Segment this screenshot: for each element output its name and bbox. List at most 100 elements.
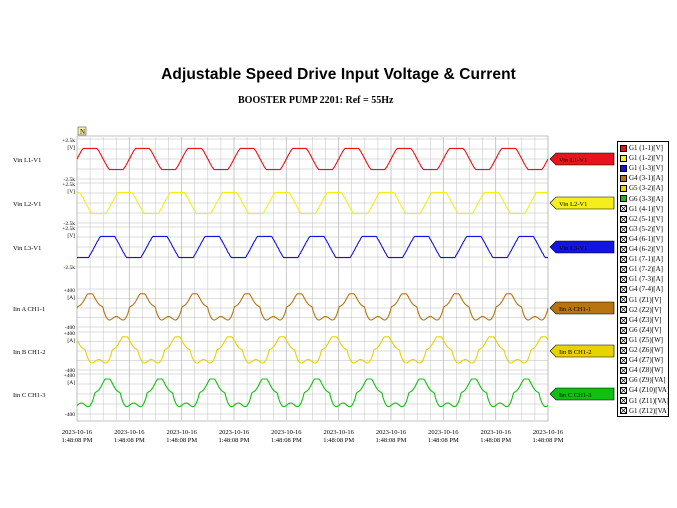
- series-line-3: [77, 235, 548, 259]
- x-tick-date: 2023-10-16: [166, 429, 197, 436]
- ymin-label: -2.5k: [64, 221, 76, 227]
- channel-label: Vin L1-V1: [13, 157, 41, 164]
- legend-swatch[interactable]: [620, 306, 627, 314]
- legend-swatch[interactable]: [620, 154, 627, 162]
- legend-item[interactable]: G2 (5-1)[V]: [619, 214, 669, 226]
- legend-label: G1 (Z5)[W]: [629, 335, 664, 344]
- legend-swatch[interactable]: [620, 296, 627, 304]
- legend-swatch[interactable]: [620, 356, 627, 364]
- ymin-label: -400: [65, 325, 75, 331]
- legend-swatch[interactable]: [620, 185, 627, 193]
- x-tick-date: 2023-10-16: [533, 429, 564, 436]
- channel-label: Vin L2-V1: [13, 201, 41, 208]
- legend-item[interactable]: G3 (5-2)[V]: [619, 224, 669, 236]
- legend-swatch[interactable]: [620, 367, 627, 375]
- legend-swatch[interactable]: [620, 276, 627, 284]
- legend-item[interactable]: G4 (Z7)[W]: [619, 355, 669, 367]
- legend-label: G1 (4-1)[V]: [629, 204, 664, 213]
- x-tick-date: 2023-10-16: [219, 429, 250, 436]
- legend-item[interactable]: G1 (Z11)[VA]: [619, 396, 669, 408]
- unit-label: [A]: [67, 380, 75, 386]
- x-tick-date: 2023-10-16: [114, 429, 145, 436]
- legend-swatch[interactable]: [620, 316, 627, 324]
- series-tag: [549, 344, 615, 358]
- legend-item[interactable]: G1 (4-1)[V]: [619, 204, 669, 216]
- legend-swatch[interactable]: [620, 326, 627, 334]
- legend-label: G2 (5-1)[V]: [629, 214, 664, 223]
- ymax-label: +400: [64, 288, 76, 294]
- legend-swatch[interactable]: [620, 336, 627, 344]
- legend-label: G6 (3-3)[A]: [629, 194, 664, 203]
- legend-item[interactable]: G6 (Z9)[VA]: [619, 375, 669, 387]
- legend-swatch[interactable]: [620, 175, 627, 183]
- series-tag-label: Vin L3-V1: [559, 245, 587, 252]
- x-tick-date: 2023-10-16: [62, 429, 93, 436]
- legend-item[interactable]: G4 (7-4)[A]: [619, 284, 669, 296]
- legend-label: G1 (1-1)[V]: [629, 144, 664, 152]
- cursor-marker: [77, 126, 87, 136]
- legend-label: G4 (Z7)[W]: [629, 356, 664, 365]
- legend-label: G6 (Z9)[VA]: [629, 376, 666, 385]
- legend-item[interactable]: G1 (1-1)[V]: [619, 143, 669, 155]
- legend-label: G4 (Z3)[V]: [629, 315, 662, 324]
- legend-item[interactable]: G4 (Z8)[W]: [619, 365, 669, 377]
- legend-item[interactable]: G4 (Z10)[VA]: [619, 385, 669, 397]
- legend-item[interactable]: G4 (3-1)[A]: [619, 173, 669, 185]
- ymax-label: +2.5k: [62, 138, 75, 144]
- legend-item[interactable]: G1 (Z5)[W]: [619, 335, 669, 347]
- legend-item[interactable]: G1 (1-2)[V]: [619, 153, 669, 165]
- legend-swatch[interactable]: [620, 215, 627, 223]
- x-tick-time: 1:48:08 PM: [271, 437, 302, 444]
- channel-label: Iin C CH1-3: [13, 392, 46, 399]
- legend-swatch[interactable]: [620, 387, 627, 395]
- legend-swatch[interactable]: [620, 205, 627, 213]
- legend-swatch[interactable]: [620, 245, 627, 253]
- chart-title: Adjustable Speed Drive Input Voltage & C…: [161, 66, 516, 83]
- legend-swatch[interactable]: [620, 377, 627, 385]
- ymax-label: +2.5k: [62, 226, 75, 232]
- legend-item[interactable]: G1 (7-3)[A]: [619, 274, 669, 286]
- legend-swatch[interactable]: [620, 165, 627, 173]
- series-tag-label: Vin L1-V1: [559, 157, 587, 164]
- legend-label: G4 (Z8)[W]: [629, 366, 664, 375]
- ymax-label: +400: [64, 373, 76, 379]
- legend-swatch[interactable]: [620, 346, 627, 354]
- legend-item[interactable]: G4 (6-2)[V]: [619, 244, 669, 256]
- series-tag: [549, 196, 615, 210]
- legend-swatch[interactable]: [620, 407, 627, 415]
- legend-swatch[interactable]: [620, 255, 627, 263]
- legend-label: G2 (Z6)[W]: [629, 346, 664, 354]
- legend-label: G1 (Z11)[VA]: [629, 396, 669, 405]
- legend-swatch[interactable]: [620, 235, 627, 243]
- legend-label: G4 (7-4)[A]: [629, 285, 664, 294]
- ymax-label: +2.5k: [62, 182, 75, 188]
- legend-item[interactable]: G1 (1-3)[V]: [619, 163, 669, 175]
- series-tag-label: Vin L2-V1: [559, 201, 587, 208]
- legend-item[interactable]: G6 (3-3)[A]: [619, 194, 669, 206]
- legend-swatch[interactable]: [620, 144, 627, 152]
- legend-item[interactable]: G1 (7-1)[A]: [619, 254, 669, 266]
- x-tick-time: 1:48:08 PM: [428, 437, 459, 444]
- series-tag: [549, 240, 615, 254]
- x-tick-time: 1:48:08 PM: [114, 437, 145, 444]
- legend-swatch[interactable]: [620, 397, 627, 405]
- unit-label: [A]: [67, 295, 75, 301]
- legend-item[interactable]: G1 (7-2)[A]: [619, 264, 669, 276]
- channel-label: Vin L3-V1: [13, 245, 41, 252]
- legend-item[interactable]: G1 (Z12)[VA]: [619, 406, 669, 418]
- legend-swatch[interactable]: [620, 195, 627, 203]
- legend-swatch[interactable]: [620, 266, 627, 274]
- ymin-label: -2.5k: [64, 177, 76, 183]
- legend-item[interactable]: G6 (Z4)[V]: [619, 325, 669, 337]
- legend-item[interactable]: G5 (3-2)[A]: [619, 183, 669, 195]
- legend-item[interactable]: G2 (Z2)[V]: [619, 305, 669, 317]
- legend-item[interactable]: G4 (Z3)[V]: [619, 315, 669, 327]
- legend-item[interactable]: G2 (Z6)[W]: [619, 345, 669, 357]
- series-line-4: [76, 293, 549, 321]
- legend-swatch[interactable]: [620, 286, 627, 294]
- x-tick-date: 2023-10-16: [271, 429, 302, 436]
- legend-swatch[interactable]: [620, 225, 627, 233]
- legend-item[interactable]: G1 (Z1)[V]: [619, 295, 669, 307]
- legend-item[interactable]: G4 (6-1)[V]: [619, 234, 669, 246]
